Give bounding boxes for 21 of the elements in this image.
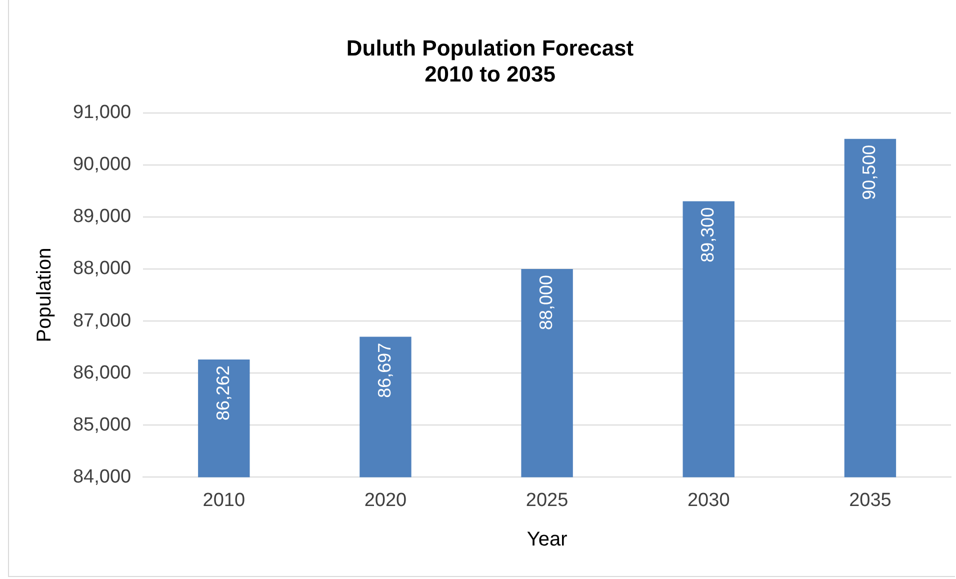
y-tick-label: 88,000 <box>72 258 132 280</box>
x-tick-label: 2035 <box>849 490 892 511</box>
data-label: 86,697 <box>374 342 394 398</box>
x-tick-label: 2010 <box>202 490 246 511</box>
data-label: 86,262 <box>212 365 233 420</box>
y-tick-label: 84,000 <box>72 466 132 488</box>
y-tick-label: 90,000 <box>72 154 132 176</box>
y-tick-label: 89,000 <box>72 206 132 228</box>
data-label: 89,300 <box>698 207 718 262</box>
x-tick-label: 2020 <box>364 490 407 511</box>
data-label: 88,000 <box>536 274 556 330</box>
y-tick-label: 86,000 <box>72 362 132 384</box>
x-tick-label: 2030 <box>687 490 730 511</box>
x-axis-title: Year <box>526 528 568 551</box>
data-label: 90,500 <box>859 144 880 200</box>
chart-title: Duluth Population Forecast 2010 to 2035 <box>346 35 634 87</box>
x-tick-label: 2025 <box>526 490 568 511</box>
y-axis-title: Population <box>34 248 56 342</box>
y-tick-label: 85,000 <box>72 414 132 436</box>
y-tick-label: 91,000 <box>72 102 132 124</box>
y-tick-label: 87,000 <box>72 310 132 332</box>
